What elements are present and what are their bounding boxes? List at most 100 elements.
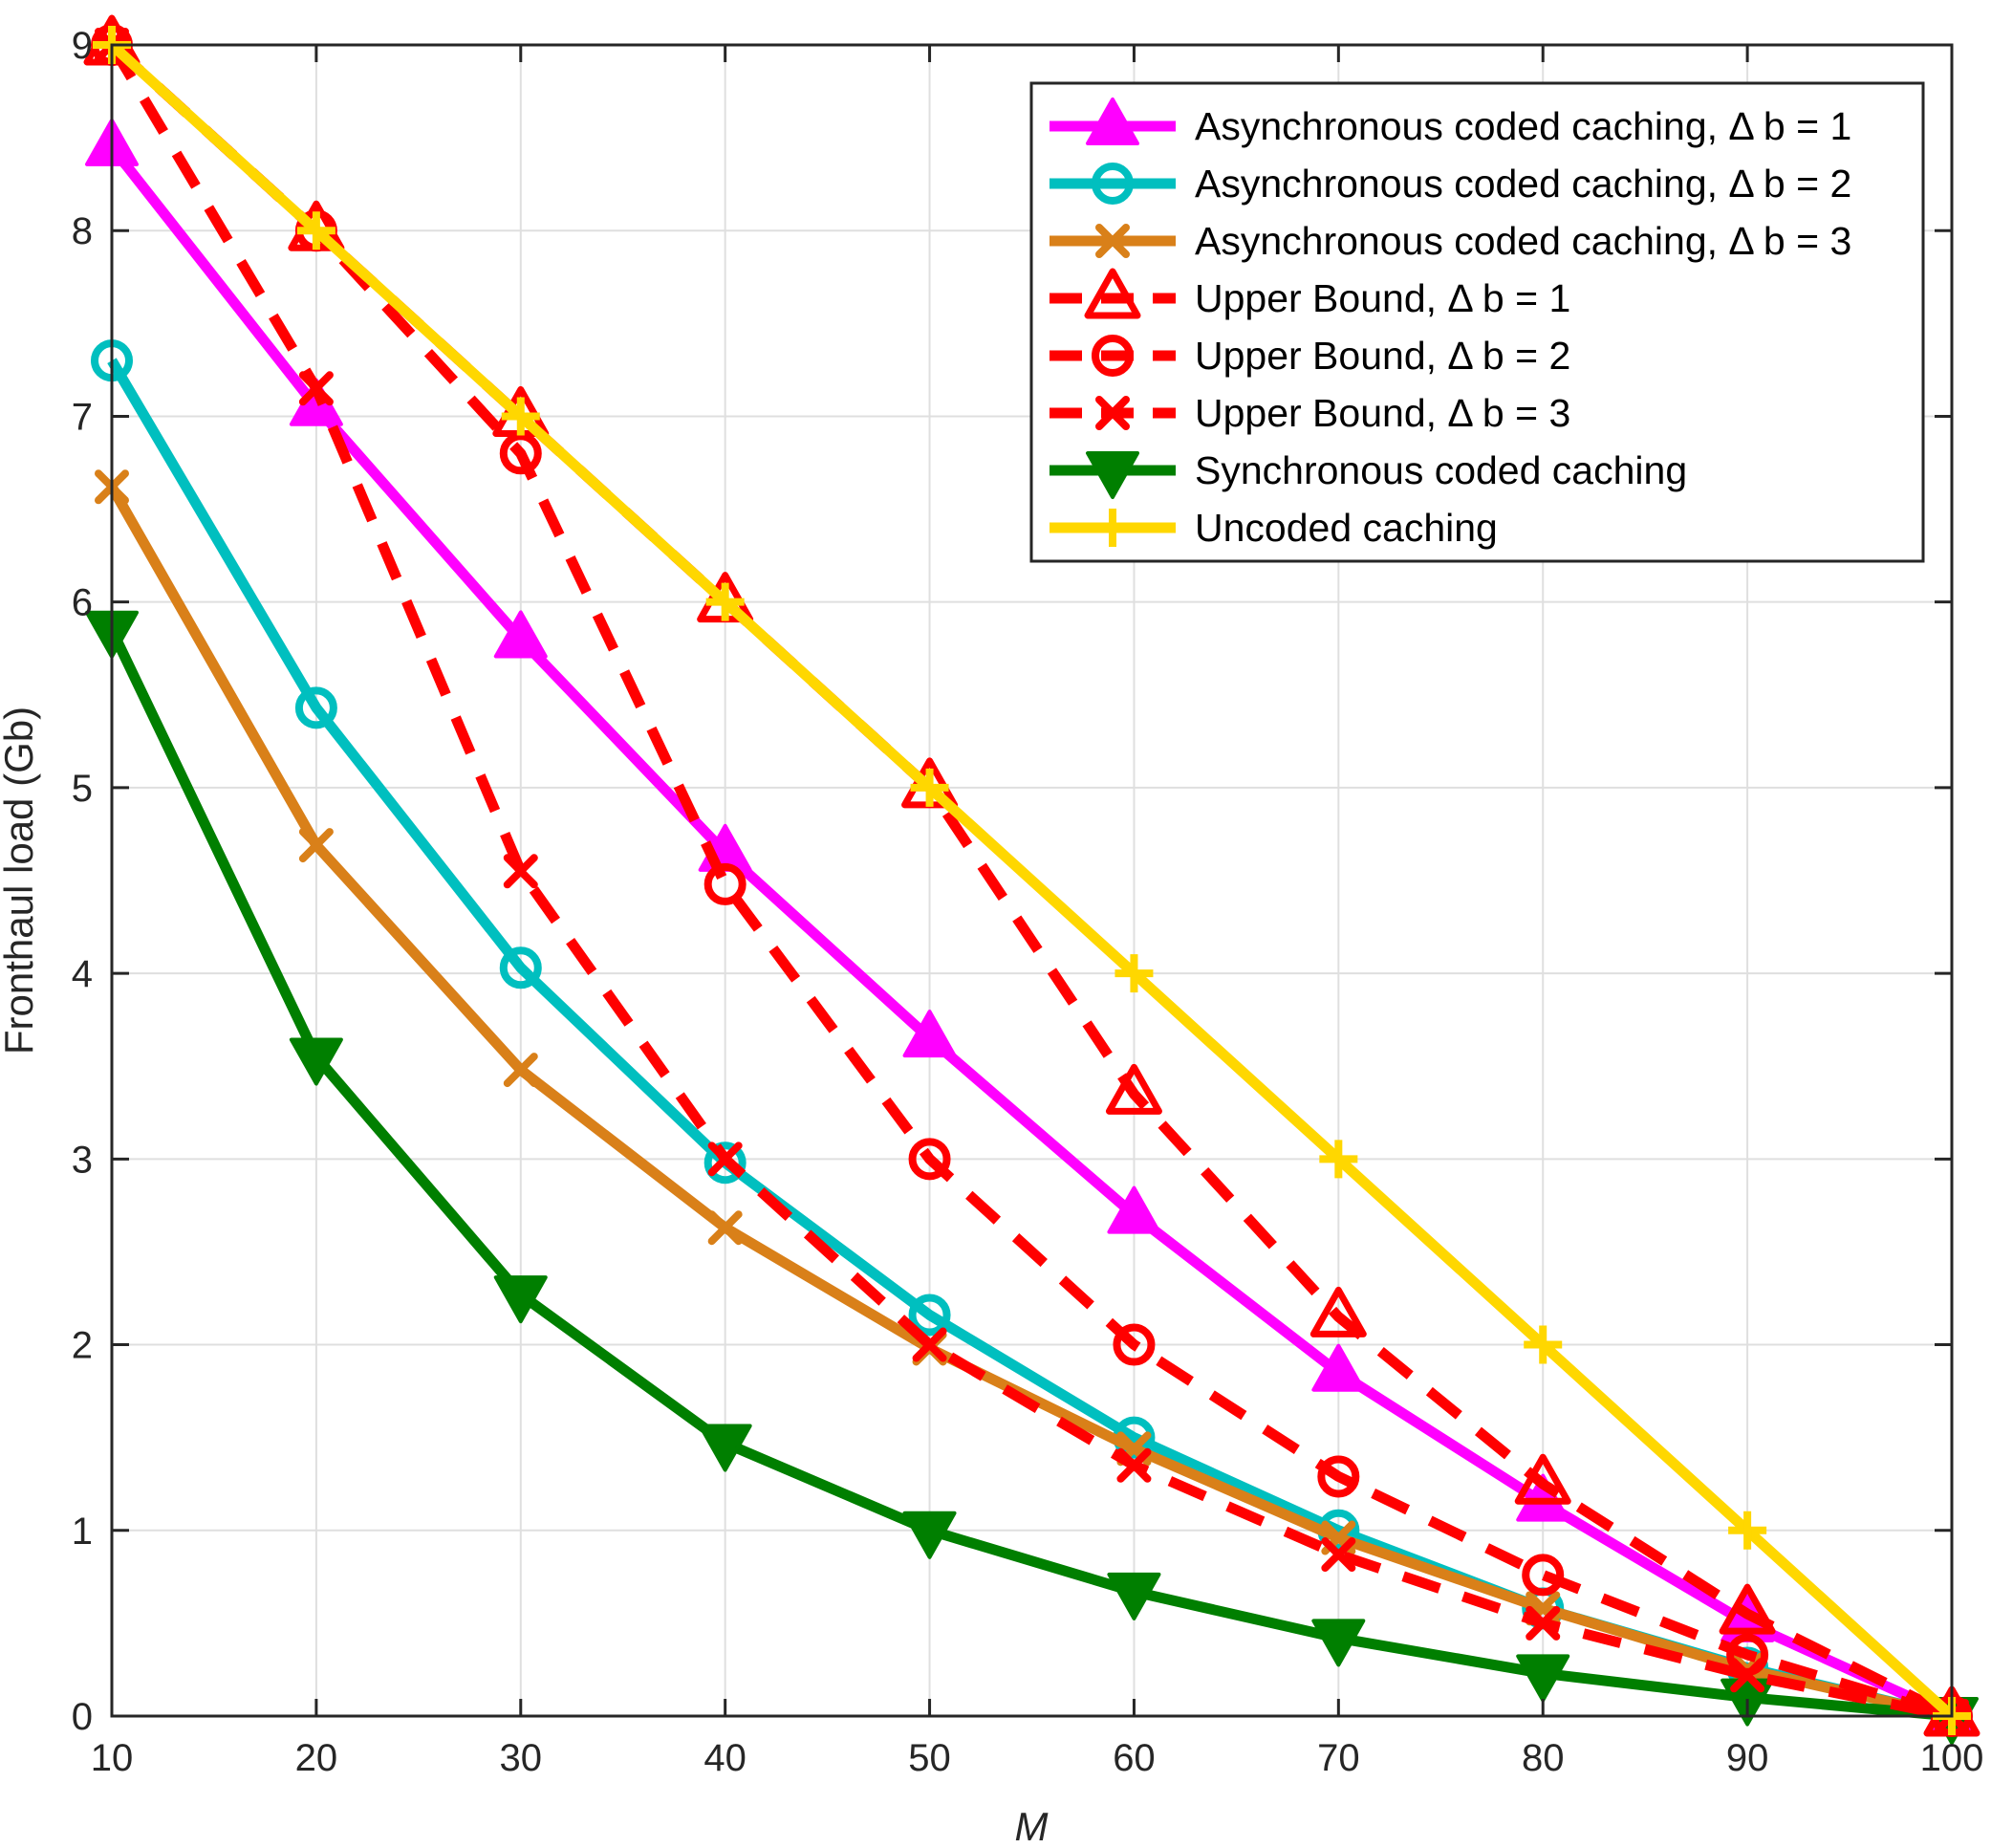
data-point [1730,1658,1765,1693]
data-point [1311,1619,1366,1667]
data-point [499,946,542,989]
data-point [1516,1473,1570,1522]
data-point [705,582,745,621]
data-point [1105,1063,1162,1115]
series-3 [95,469,1969,1733]
series-line [107,42,1954,1722]
x-tick-label: 60 [1113,1737,1156,1779]
data-point [298,371,334,406]
series-line [108,40,1956,1721]
y-tick-label: 9 [72,25,93,67]
x-tick-label: 100 [1920,1737,1984,1779]
data-point [1311,1343,1366,1392]
data-point [296,211,335,250]
data-point [910,768,949,807]
data-point [1107,1185,1161,1234]
x-tick-label: 20 [295,1737,338,1779]
y-tick-label: 6 [72,582,93,624]
data-point [1115,954,1154,993]
legend-item: Asynchronous coded caching, Δ b = 1 [1050,98,1851,148]
plot-frame [110,43,1954,1718]
y-tick-label: 0 [72,1696,93,1738]
legend-label: Upper Bound, Δ b = 2 [1195,334,1570,378]
data-point [707,1210,743,1246]
data-point [1522,1554,1565,1597]
legend-item: Asynchronous coded caching, Δ b = 2 [1050,162,1851,206]
data-point [1116,1447,1152,1483]
legend-label: Asynchronous coded caching, Δ b = 2 [1195,162,1851,206]
x-tick-label: 50 [908,1737,951,1779]
data-point [1719,1583,1776,1635]
data-point [493,1275,548,1324]
data-point [503,1053,538,1088]
data-point [298,828,334,863]
data-point [1107,1572,1161,1620]
data-point [503,854,538,889]
y-tick-label: 3 [72,1139,93,1181]
y-tick-label: 8 [72,210,93,252]
data-point [1524,1325,1563,1364]
legend-label: Asynchronous coded caching, Δ b = 1 [1195,104,1851,148]
legend-item: Upper Bound, Δ b = 2 [1050,334,1570,378]
x-tick-label: 70 [1317,1737,1360,1779]
data-point [1526,1605,1561,1641]
legend-marker [1092,163,1134,205]
series-line [107,484,1954,1722]
x-tick-label: 10 [91,1737,134,1779]
x-axis-label: M [1015,1804,1049,1848]
x-tick-label: 40 [703,1737,747,1779]
axis-ticks [110,43,1954,1718]
x-tick-label: 80 [1522,1737,1565,1779]
series-line [107,143,1955,1722]
data-point [908,1294,951,1337]
legend-marker [1086,98,1139,145]
data-point [1309,1286,1367,1337]
legend-item: Upper Bound, Δ b = 1 [1050,268,1570,320]
legend-label: Synchronous coded caching [1195,448,1687,492]
legend-item: Asynchronous coded caching, Δ b = 3 [1050,219,1851,263]
legend-marker [1095,396,1130,430]
y-axis-label: Fronthaul load (Gb) [0,707,41,1054]
legend-label: Upper Bound, Δ b = 1 [1195,276,1570,320]
data-point [1113,1323,1156,1366]
data-point [902,1511,957,1559]
legend-item: Synchronous coded caching [1050,448,1687,499]
legend-marker [1095,224,1130,258]
data-point [698,1424,752,1472]
legend-label: Upper Bound, Δ b = 3 [1195,391,1570,435]
data-point [294,686,337,729]
legend-marker [1093,509,1132,547]
data-point [1728,1511,1767,1550]
y-tick-label: 2 [72,1325,93,1367]
x-tick-label: 30 [500,1737,543,1779]
series-line [108,40,1954,1722]
data-point [289,1037,343,1086]
legend-item: Upper Bound, Δ b = 3 [1050,391,1570,435]
legend: Asynchronous coded caching, Δ b = 1 Async… [1029,81,1925,563]
legend-box [1029,81,1925,563]
y-tick-label: 7 [72,396,93,438]
data-point [912,1327,947,1362]
data-point [902,1010,957,1058]
y-tick-label: 4 [72,953,93,995]
legend-label: Uncoded caching [1195,506,1498,550]
legend-marker [1086,451,1139,499]
legend-label: Asynchronous coded caching, Δ b = 3 [1195,219,1851,263]
data-point [707,1141,743,1177]
data-point [1319,1140,1358,1179]
data-point [1317,1455,1360,1498]
data-point [493,610,548,659]
data-point [703,862,747,905]
legend-marker [1084,268,1141,319]
data-point [1514,1453,1571,1505]
data-point [499,432,542,475]
legend-item: Uncoded caching [1050,506,1498,550]
legend-marker [1092,335,1134,377]
data-point [703,1141,747,1185]
data-point [501,397,540,436]
data-point [1321,1537,1356,1573]
tick-labels: 10 20 30 40 50 60 70 80 90 100 0 1 2 3 4 5 6 7 8 9 [72,25,1984,1779]
y-tick-label: 1 [72,1511,93,1553]
data-point [1516,1654,1570,1703]
